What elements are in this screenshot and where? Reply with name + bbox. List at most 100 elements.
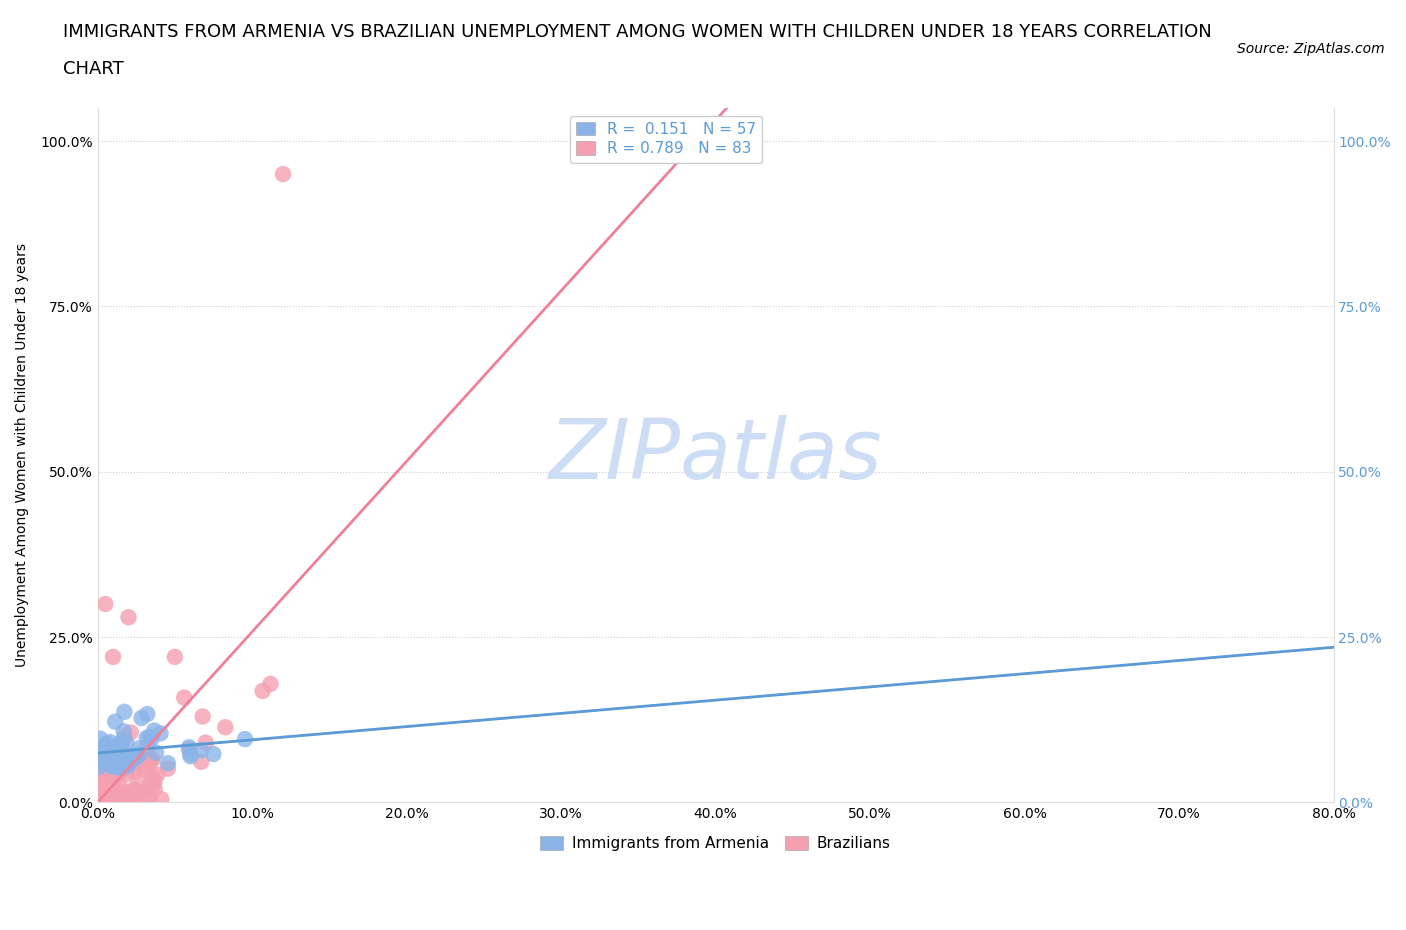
Point: [105, 791, 128, 806]
Point: [90, 746, 112, 761]
Point: [98, 791, 121, 806]
Point: [97, 754, 120, 769]
Point: [173, 690, 195, 705]
Point: [94, 596, 117, 611]
Point: [111, 787, 134, 802]
Point: [107, 760, 129, 775]
Point: [115, 785, 138, 800]
Point: [177, 739, 200, 754]
Point: [101, 748, 124, 763]
Point: [103, 791, 125, 806]
Point: [117, 610, 139, 625]
Point: [156, 761, 179, 776]
Point: [150, 791, 173, 806]
Point: [90, 785, 112, 800]
Text: ZIPatlas: ZIPatlas: [548, 415, 883, 496]
Point: [177, 742, 200, 757]
Point: [131, 711, 153, 725]
Point: [179, 746, 201, 761]
Point: [104, 742, 127, 757]
Point: [96, 751, 118, 765]
Point: [117, 787, 139, 802]
Point: [97, 741, 120, 756]
Point: [191, 709, 214, 724]
Point: [89, 731, 111, 746]
Point: [117, 791, 139, 806]
Text: IMMIGRANTS FROM ARMENIA VS BRAZILIAN UNEMPLOYMENT AMONG WOMEN WITH CHILDREN UNDE: IMMIGRANTS FROM ARMENIA VS BRAZILIAN UNE…: [63, 23, 1212, 41]
Point: [107, 749, 129, 764]
Point: [97, 755, 120, 770]
Point: [190, 754, 212, 769]
Point: [111, 750, 134, 764]
Point: [107, 751, 129, 766]
Point: [139, 729, 162, 744]
Point: [135, 763, 157, 777]
Point: [97, 771, 120, 786]
Point: [101, 780, 124, 795]
Point: [135, 730, 157, 745]
Point: [104, 759, 127, 774]
Text: CHART: CHART: [63, 60, 124, 78]
Point: [125, 750, 148, 764]
Point: [91, 791, 114, 806]
Point: [128, 786, 150, 801]
Point: [128, 741, 150, 756]
Point: [90, 783, 112, 798]
Point: [120, 789, 142, 804]
Point: [141, 752, 163, 767]
Point: [214, 720, 236, 735]
Point: [108, 760, 131, 775]
Point: [104, 714, 127, 729]
Point: [141, 751, 163, 766]
Point: [115, 735, 138, 750]
Point: [90, 768, 112, 783]
Point: [100, 759, 122, 774]
Point: [190, 743, 212, 758]
Point: [96, 737, 118, 751]
Point: [101, 791, 124, 806]
Point: [139, 791, 162, 806]
Point: [143, 781, 166, 796]
Point: [114, 758, 136, 773]
Point: [271, 166, 294, 181]
Point: [107, 737, 129, 751]
Point: [103, 758, 125, 773]
Point: [128, 760, 150, 775]
Point: [93, 789, 115, 804]
Point: [89, 759, 111, 774]
Point: [110, 789, 132, 804]
Point: [124, 754, 146, 769]
Legend: Immigrants from Armenia, Brazilians: Immigrants from Armenia, Brazilians: [534, 830, 897, 857]
Point: [122, 782, 145, 797]
Point: [94, 739, 117, 754]
Point: [89, 773, 111, 788]
Point: [101, 765, 124, 780]
Point: [145, 745, 167, 760]
Point: [143, 724, 166, 738]
Point: [124, 764, 146, 779]
Point: [117, 759, 139, 774]
Point: [115, 789, 138, 804]
Point: [89, 749, 111, 764]
Point: [111, 734, 134, 749]
Point: [94, 791, 117, 806]
Point: [122, 752, 145, 767]
Point: [141, 768, 163, 783]
Point: [98, 773, 121, 788]
Point: [101, 755, 124, 770]
Point: [108, 740, 131, 755]
Y-axis label: Unemployment Among Women with Children Under 18 years: Unemployment Among Women with Children U…: [15, 243, 30, 667]
Point: [114, 753, 136, 768]
Point: [115, 767, 138, 782]
Point: [120, 749, 142, 764]
Point: [107, 767, 129, 782]
Point: [108, 756, 131, 771]
Point: [149, 726, 172, 741]
Point: [101, 763, 124, 777]
Point: [141, 732, 163, 747]
Point: [110, 752, 132, 767]
Point: [98, 735, 121, 750]
Point: [136, 707, 159, 722]
Point: [128, 776, 150, 790]
Point: [98, 778, 121, 793]
